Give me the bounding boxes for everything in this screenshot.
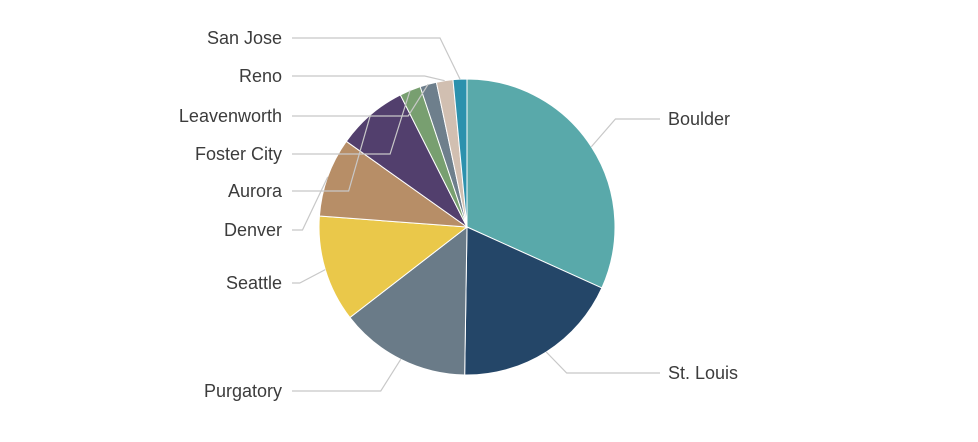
slice-label-foster-city: Foster City — [195, 144, 282, 164]
pie-leader-lines — [292, 37, 660, 392]
slice-label-boulder: Boulder — [668, 109, 730, 129]
leader-line-reno — [292, 75, 445, 82]
slice-label-leavenworth: Leavenworth — [179, 106, 282, 126]
slice-label-st-louis: St. Louis — [668, 363, 738, 383]
leader-line-st-louis — [545, 351, 660, 374]
pie-labels: Boulder St. Louis Purgatory Seattle Denver Au… — [179, 28, 738, 401]
pie-slice-boulder[interactable] — [466, 78, 616, 289]
slice-label-aurora: Aurora — [228, 181, 283, 201]
leader-line-san-jose — [292, 37, 461, 80]
leader-line-aurora — [292, 114, 372, 192]
leader-line-denver — [292, 176, 329, 231]
leader-line-boulder — [590, 118, 660, 148]
slice-label-san-jose: San Jose — [207, 28, 282, 48]
slice-label-reno: Reno — [239, 66, 282, 86]
leader-line-seattle — [292, 269, 326, 284]
slice-label-denver: Denver — [224, 220, 282, 240]
pie-slices — [318, 78, 616, 376]
slice-label-purgatory: Purgatory — [204, 381, 282, 401]
leader-line-foster-city — [292, 90, 411, 155]
leader-line-leavenworth — [292, 83, 429, 117]
pie-slice-st-louis[interactable] — [464, 226, 603, 376]
slice-label-seattle: Seattle — [226, 273, 282, 293]
pie-slice-seattle[interactable] — [318, 215, 469, 319]
leader-line-purgatory — [292, 359, 402, 392]
